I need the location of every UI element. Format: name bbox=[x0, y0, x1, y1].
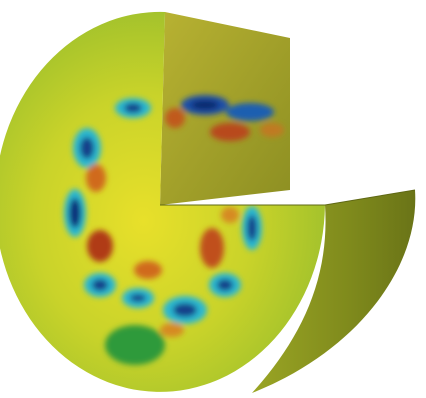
face-pattern bbox=[64, 98, 262, 365]
cut-edge bbox=[160, 189, 416, 206]
cylinder-side bbox=[252, 190, 416, 393]
vortex bbox=[221, 207, 239, 223]
vortex bbox=[105, 325, 165, 365]
front-face bbox=[0, 11, 325, 392]
vortex bbox=[191, 100, 219, 110]
vortex bbox=[80, 137, 94, 159]
vortex bbox=[173, 303, 197, 317]
vortex bbox=[69, 198, 81, 228]
vortex bbox=[92, 279, 108, 291]
vortex bbox=[247, 215, 257, 241]
wall-pattern bbox=[165, 95, 284, 141]
vortex bbox=[134, 261, 162, 279]
vortex bbox=[130, 294, 146, 302]
vortex bbox=[87, 230, 113, 262]
vortex bbox=[200, 228, 224, 268]
vortex bbox=[210, 123, 250, 141]
vortex bbox=[226, 103, 274, 121]
vortex bbox=[217, 279, 233, 291]
vortex bbox=[124, 103, 142, 113]
vortex bbox=[260, 123, 284, 137]
vortex bbox=[160, 323, 184, 337]
vortex bbox=[165, 108, 185, 128]
vortex bbox=[86, 164, 106, 192]
